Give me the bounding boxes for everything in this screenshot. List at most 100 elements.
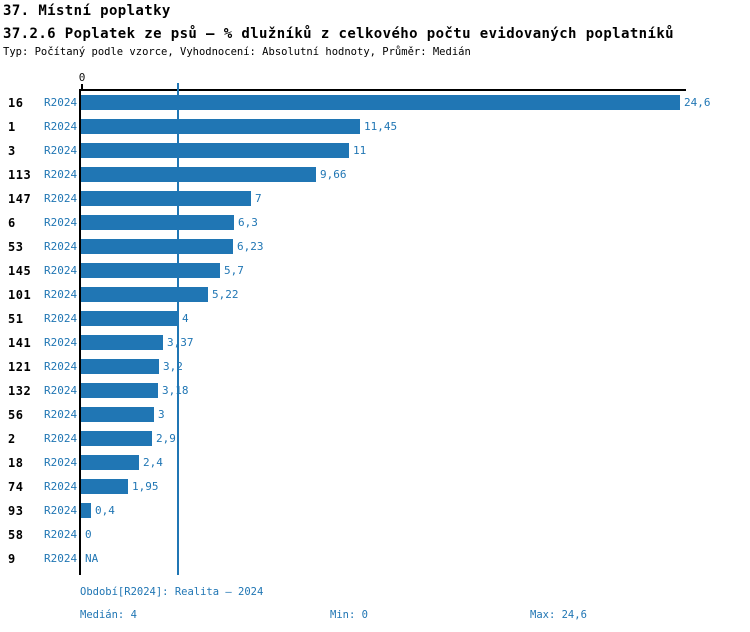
row-id-label: 53 [8,240,24,254]
page-title: 37. Místní poplatky [3,3,171,19]
row-value-label: 4 [182,312,189,325]
row-id-label: 16 [8,96,24,110]
footer-min-stat: Min: 0 [330,609,368,621]
row-id-label: 3 [8,144,16,158]
x-axis-tick-mark [81,84,83,90]
row-bar [81,335,163,350]
chart-row: 74 R2024 1,95 [0,475,750,499]
chart-row: 3 R2024 11 [0,139,750,163]
chart-row: 58 R2024 0 [0,523,750,547]
row-value-label: 11,45 [364,120,398,133]
row-id-label: 6 [8,216,16,230]
row-period-label: R2024 [44,144,78,157]
row-period-label: R2024 [44,240,78,253]
row-bar [81,383,158,398]
row-id-label: 93 [8,504,24,518]
row-bar [81,215,234,230]
row-period-label: R2024 [44,384,78,397]
row-value-label: 0,4 [95,504,115,517]
row-value-label: 1,95 [132,480,159,493]
chart-row: 51 R2024 4 [0,307,750,331]
row-bar [81,359,159,374]
row-value-label: 7 [255,192,262,205]
row-bar [81,191,251,206]
row-bar [81,119,360,134]
row-bar [81,143,349,158]
row-bar [81,263,220,278]
row-value-label: 3 [158,408,165,421]
row-value-label: 9,66 [320,168,347,181]
row-bar [81,167,316,182]
row-id-label: 121 [8,360,32,374]
row-id-label: 56 [8,408,24,422]
chart-row: 101 R2024 5,22 [0,283,750,307]
chart-meta-line: Typ: Počítaný podle vzorce, Vyhodnocení:… [3,46,471,58]
x-axis-line [79,89,686,91]
row-period-label: R2024 [44,408,78,421]
row-id-label: 113 [8,168,32,182]
chart-row: 121 R2024 3,2 [0,355,750,379]
row-period-label: R2024 [44,336,78,349]
row-bar [81,455,139,470]
row-value-label: 6,23 [237,240,264,253]
chart-row: 132 R2024 3,18 [0,379,750,403]
row-period-label: R2024 [44,96,78,109]
row-period-label: R2024 [44,288,78,301]
row-id-label: 2 [8,432,16,446]
row-value-label: 2,4 [143,456,163,469]
row-value-label: 2,9 [156,432,176,445]
row-id-label: 1 [8,120,16,134]
chart-row: 16 R2024 24,6 [0,91,750,115]
row-period-label: R2024 [44,264,78,277]
row-bar [81,407,154,422]
row-value-label: 3,37 [167,336,194,349]
row-value-label: 0 [85,528,92,541]
row-period-label: R2024 [44,432,78,445]
row-period-label: R2024 [44,312,78,325]
row-bar [81,239,233,254]
row-id-label: 51 [8,312,24,326]
row-id-label: 74 [8,480,24,494]
chart-subtitle: 37.2.6 Poplatek ze psů – % dlužníků z ce… [3,26,674,42]
chart-row: 6 R2024 6,3 [0,211,750,235]
chart-row: 18 R2024 2,4 [0,451,750,475]
row-value-label: NA [85,552,99,565]
row-value-label: 3,18 [162,384,189,397]
row-id-label: 58 [8,528,24,542]
footer-period-note: Období[R2024]: Realita – 2024 [80,586,264,598]
row-period-label: R2024 [44,528,78,541]
footer-max-stat: Max: 24,6 [530,609,587,621]
median-reference-line [177,83,179,575]
footer-median-stat: Medián: 4 [80,609,137,621]
row-bar [81,95,680,110]
row-bar [81,311,178,326]
chart-rows: 16 R2024 24,6 1 R2024 11,45 3 R2024 11 1… [0,91,750,571]
row-id-label: 132 [8,384,32,398]
row-period-label: R2024 [44,480,78,493]
row-period-label: R2024 [44,360,78,373]
row-bar [81,503,91,518]
chart-row: 9 R2024 NA [0,547,750,571]
chart-row: 56 R2024 3 [0,403,750,427]
row-value-label: 6,3 [238,216,258,229]
row-period-label: R2024 [44,120,78,133]
row-value-label: 11 [353,144,367,157]
chart-row: 53 R2024 6,23 [0,235,750,259]
row-period-label: R2024 [44,504,78,517]
row-value-label: 24,6 [684,96,711,109]
row-id-label: 147 [8,192,32,206]
chart-row: 147 R2024 7 [0,187,750,211]
row-id-label: 18 [8,456,24,470]
row-bar [81,479,128,494]
chart-row: 2 R2024 2,9 [0,427,750,451]
row-id-label: 9 [8,552,16,566]
row-period-label: R2024 [44,216,78,229]
row-period-label: R2024 [44,168,78,181]
row-id-label: 141 [8,336,32,350]
y-axis-line [79,89,81,575]
row-value-label: 5,7 [224,264,244,277]
row-id-label: 101 [8,288,32,302]
row-period-label: R2024 [44,552,78,565]
